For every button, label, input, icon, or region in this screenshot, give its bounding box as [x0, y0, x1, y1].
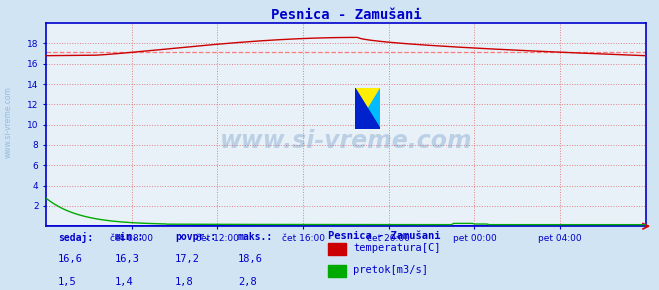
Text: www.si-vreme.com: www.si-vreme.com [219, 129, 473, 153]
Text: 16,3: 16,3 [115, 254, 140, 264]
Text: 1,5: 1,5 [58, 277, 77, 287]
Text: sedaj:: sedaj: [58, 232, 94, 243]
Bar [328, 243, 346, 255]
Text: www.si-vreme.com: www.si-vreme.com [3, 86, 13, 158]
Text: Pesnica - Zamušani: Pesnica - Zamušani [328, 231, 440, 241]
Bar [328, 265, 346, 277]
Text: 16,6: 16,6 [58, 254, 83, 264]
Text: 1,8: 1,8 [175, 277, 194, 287]
Text: pretok[m3/s]: pretok[m3/s] [353, 265, 428, 275]
Text: 2,8: 2,8 [238, 277, 257, 287]
Text: temperatura[C]: temperatura[C] [353, 243, 441, 253]
Text: 1,4: 1,4 [115, 277, 134, 287]
Title: Pesnica - Zamušani: Pesnica - Zamušani [271, 8, 421, 22]
Text: povpr.:: povpr.: [175, 232, 216, 242]
Text: min.:: min.: [115, 232, 144, 242]
Text: maks.:: maks.: [238, 232, 273, 242]
Text: 18,6: 18,6 [238, 254, 263, 264]
Text: 17,2: 17,2 [175, 254, 200, 264]
